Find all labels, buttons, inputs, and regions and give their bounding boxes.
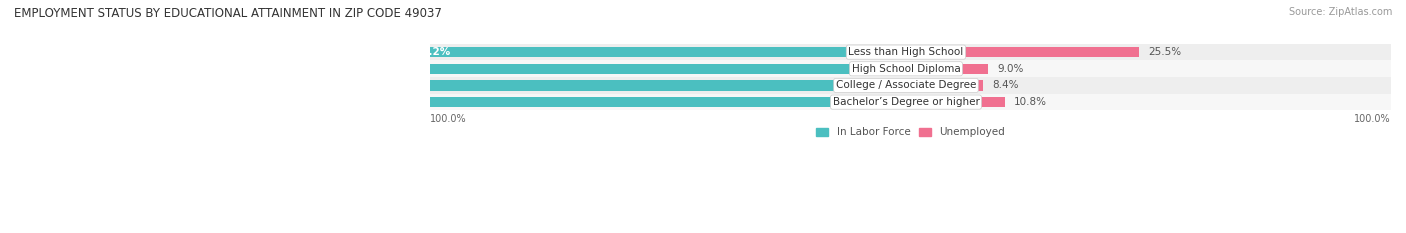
Text: 100.0%: 100.0% [430,114,467,124]
Text: 76.1%: 76.1% [224,80,260,90]
Text: 100.0%: 100.0% [1354,114,1391,124]
Text: 9.0%: 9.0% [997,64,1024,74]
Bar [307,64,905,74]
Text: Source: ZipAtlas.com: Source: ZipAtlas.com [1288,7,1392,17]
Text: 93.5%: 93.5% [65,97,100,107]
Text: 8.4%: 8.4% [993,80,1018,90]
Bar [430,44,1391,60]
Bar [401,47,905,57]
Text: 10.8%: 10.8% [1014,97,1047,107]
Bar [430,77,1391,94]
Text: High School Diploma: High School Diploma [852,64,960,74]
Bar [430,60,1391,77]
Text: 65.5%: 65.5% [321,64,357,74]
Text: EMPLOYMENT STATUS BY EDUCATIONAL ATTAINMENT IN ZIP CODE 49037: EMPLOYMENT STATUS BY EDUCATIONAL ATTAINM… [14,7,441,20]
Bar [905,97,1005,107]
Legend: In Labor Force, Unemployed: In Labor Force, Unemployed [811,123,1010,142]
Bar [905,47,1139,57]
Text: 25.5%: 25.5% [1149,47,1181,57]
Text: Less than High School: Less than High School [848,47,963,57]
Bar [905,64,988,74]
Text: College / Associate Degree: College / Associate Degree [835,80,976,90]
Bar [209,80,905,91]
Bar [905,80,983,91]
Bar [430,94,1391,110]
Bar [51,97,905,107]
Text: Bachelor’s Degree or higher: Bachelor’s Degree or higher [832,97,980,107]
Text: 55.2%: 55.2% [415,47,451,57]
